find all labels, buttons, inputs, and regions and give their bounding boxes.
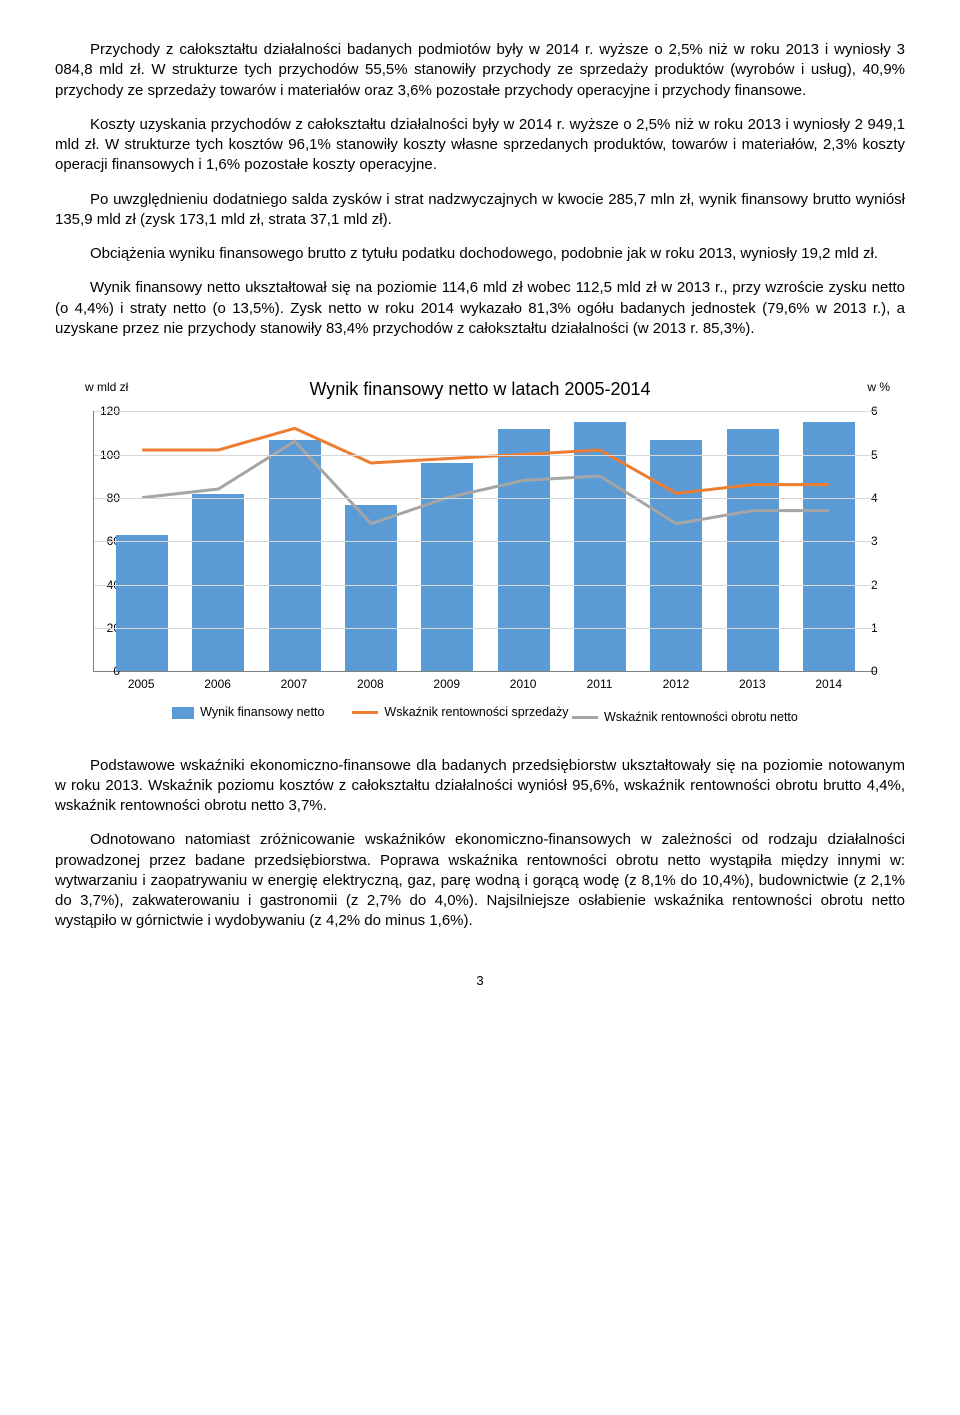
x-tick-label: 2011 [574, 676, 626, 692]
bar [803, 422, 855, 671]
chart-plot-area: 020406080100120 0123456 [93, 411, 877, 672]
paragraph-4: Obciążenia wyniku finansowego brutto z t… [55, 244, 905, 264]
bar [192, 494, 244, 672]
x-tick-label: 2008 [344, 676, 396, 692]
x-tick-label: 2013 [726, 676, 778, 692]
bar [421, 463, 473, 671]
chart-right-unit: w % [867, 379, 890, 395]
bar [116, 535, 168, 672]
legend-net-label: Wskaźnik rentowności obrotu netto [604, 709, 798, 726]
x-tick-label: 2005 [115, 676, 167, 692]
chart-title: Wynik finansowy netto w latach 2005-2014 [55, 377, 905, 401]
paragraph-7: Odnotowano natomiast zróżnicowanie wskaź… [55, 830, 905, 931]
x-tick-label: 2007 [268, 676, 320, 692]
legend-item-bar: Wynik finansowy netto [172, 704, 324, 721]
line-swatch-icon [572, 716, 598, 719]
x-tick-label: 2006 [192, 676, 244, 692]
y-axis-left: 020406080100120 [60, 411, 90, 671]
paragraph-2: Koszty uzyskania przychodów z całokształ… [55, 115, 905, 176]
bar [574, 422, 626, 671]
bar [498, 429, 550, 672]
legend-item-sales: Wskaźnik rentowności sprzedaży [352, 704, 568, 721]
paragraph-6: Podstawowe wskaźniki ekonomiczno-finanso… [55, 756, 905, 817]
legend-sales-label: Wskaźnik rentowności sprzedaży [384, 704, 568, 721]
x-tick-label: 2009 [421, 676, 473, 692]
paragraph-5: Wynik finansowy netto ukształtował się n… [55, 278, 905, 339]
legend-item-net: Wskaźnik rentowności obrotu netto [572, 709, 798, 726]
bar [269, 440, 321, 672]
paragraph-1: Przychody z całokształtu działalności ba… [55, 40, 905, 101]
page-number: 3 [55, 972, 905, 990]
x-tick-label: 2014 [803, 676, 855, 692]
paragraph-3: Po uwzględnieniu dodatniego salda zysków… [55, 190, 905, 231]
chart-left-unit: w mld zł [85, 379, 128, 395]
x-axis-labels: 2005 2006 2007 2008 2009 2010 2011 2012 2013 2014 [93, 672, 877, 692]
line-swatch-icon [352, 711, 378, 714]
x-tick-label: 2010 [497, 676, 549, 692]
bar [650, 440, 702, 672]
bar-swatch-icon [172, 707, 194, 719]
bar [727, 429, 779, 672]
chart-legend: Wynik finansowy netto Wskaźnik rentownoś… [93, 703, 877, 726]
bar [345, 505, 397, 672]
x-tick-label: 2012 [650, 676, 702, 692]
legend-bar-label: Wynik finansowy netto [200, 704, 324, 721]
net-financial-result-chart: w mld zł w % Wynik finansowy netto w lat… [55, 379, 905, 726]
